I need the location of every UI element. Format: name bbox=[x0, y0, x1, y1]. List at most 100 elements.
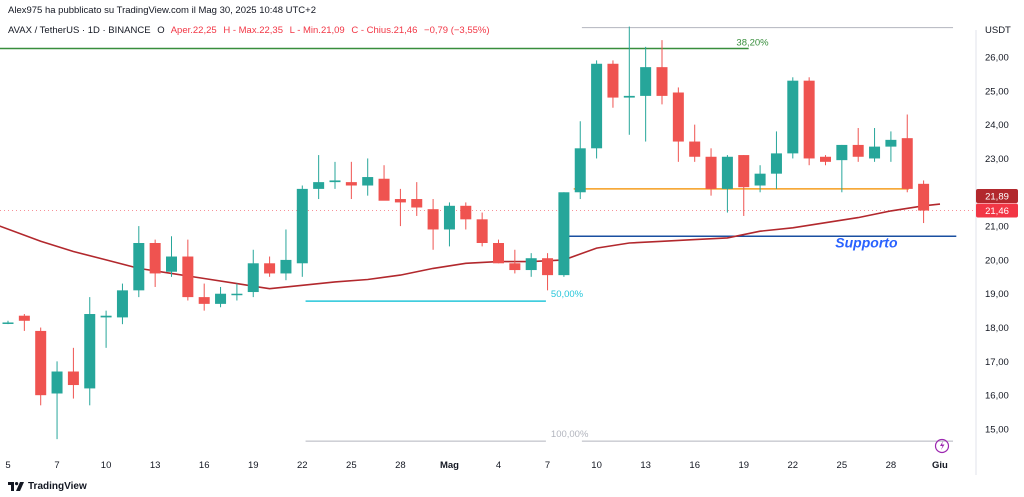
y-tick-label: 23,00 bbox=[985, 154, 1009, 165]
candle-body bbox=[100, 315, 112, 318]
symbol-label[interactable]: AVAX / TetherUS · 1D · BINANCE bbox=[8, 25, 151, 36]
candle-down bbox=[705, 148, 717, 196]
price-label-text: 21,89 bbox=[985, 191, 1009, 202]
candle-down bbox=[378, 165, 390, 201]
x-tick-label: 22 bbox=[297, 460, 308, 471]
candle-body bbox=[689, 141, 701, 157]
candle-body bbox=[640, 67, 652, 96]
candle-down bbox=[672, 87, 684, 162]
candle-body bbox=[427, 209, 439, 230]
close-value: C - Chius.21,46 bbox=[351, 25, 418, 36]
candle-body bbox=[770, 153, 782, 174]
candle-down bbox=[820, 155, 831, 166]
y-tick-label: 17,00 bbox=[985, 357, 1009, 368]
candle-down bbox=[345, 161, 357, 200]
candle-up bbox=[231, 283, 243, 301]
y-tick-label: 19,00 bbox=[985, 289, 1009, 300]
y-tick-label: 26,00 bbox=[985, 53, 1009, 64]
fib-50-label: 50,00% bbox=[551, 289, 584, 300]
x-tick-label: 28 bbox=[886, 460, 897, 471]
candle-up bbox=[296, 185, 308, 277]
candle-down bbox=[852, 128, 864, 162]
candle-body bbox=[443, 205, 455, 230]
candle-body bbox=[264, 263, 276, 274]
x-tick-label: 13 bbox=[150, 460, 161, 471]
candle-body bbox=[18, 315, 30, 321]
candle-up bbox=[51, 361, 63, 440]
candle-body bbox=[787, 80, 799, 154]
candle-body bbox=[362, 177, 374, 186]
candle-up bbox=[329, 161, 341, 189]
candle-down bbox=[460, 202, 472, 230]
candle-up bbox=[443, 202, 455, 247]
candle-body bbox=[133, 243, 145, 291]
candle-down bbox=[149, 239, 161, 287]
candle-body bbox=[2, 322, 14, 324]
candle-up bbox=[623, 26, 635, 135]
candle-body bbox=[738, 155, 750, 188]
candle-down bbox=[476, 212, 488, 247]
candle-down bbox=[509, 249, 521, 274]
candle-body bbox=[67, 371, 79, 386]
candle-down bbox=[738, 155, 750, 216]
x-tick-label: 4 bbox=[496, 460, 501, 471]
candle-body bbox=[378, 178, 390, 201]
candle-body bbox=[329, 180, 341, 183]
candle-body bbox=[394, 199, 406, 203]
candle-up bbox=[313, 155, 325, 200]
candle-up bbox=[591, 60, 603, 159]
lightning-icon-ring bbox=[934, 438, 950, 454]
candle-body bbox=[198, 297, 210, 304]
tradingview-logo-icon bbox=[8, 481, 24, 491]
candle-body bbox=[51, 371, 63, 394]
x-tick-label: 28 bbox=[395, 460, 406, 471]
y-tick-label: 21,00 bbox=[985, 222, 1009, 233]
candle-body bbox=[803, 80, 815, 159]
candle-body bbox=[313, 182, 325, 189]
y-tick-label: 15,00 bbox=[985, 425, 1009, 436]
y-axis-unit-label: USDT bbox=[985, 25, 1011, 36]
candle-up bbox=[362, 158, 374, 196]
supporto-annotation: Supporto bbox=[835, 234, 898, 250]
fib-38-label: 38,20% bbox=[736, 38, 769, 49]
candle-up bbox=[770, 131, 782, 189]
candle-up bbox=[869, 128, 881, 162]
candle-body bbox=[591, 63, 603, 149]
x-tick-label: 5 bbox=[5, 460, 10, 471]
candle-body bbox=[84, 314, 96, 389]
candle-body bbox=[542, 258, 554, 276]
candle-up bbox=[84, 297, 96, 406]
x-tick-label: Mag bbox=[440, 460, 459, 471]
high-value: H - Max.22,35 bbox=[223, 25, 283, 36]
x-tick-label: 10 bbox=[101, 460, 112, 471]
price-label-text: 21,46 bbox=[985, 206, 1009, 217]
candle-body bbox=[509, 263, 521, 271]
symbol-ohlc-legend: AVAX / TetherUS · 1D · BINANCE O Aper.22… bbox=[8, 25, 494, 36]
candle-up bbox=[754, 165, 766, 193]
candle-down bbox=[542, 253, 554, 291]
candle-body bbox=[247, 263, 259, 293]
candle-body bbox=[166, 256, 177, 272]
x-tick-label: 7 bbox=[545, 460, 550, 471]
candle-up bbox=[885, 131, 897, 162]
y-tick-label: 20,00 bbox=[985, 255, 1009, 266]
candle-body bbox=[493, 243, 504, 264]
candle-down bbox=[182, 239, 194, 301]
x-tick-label: 19 bbox=[738, 460, 749, 471]
candle-body bbox=[623, 95, 635, 98]
brand-name: TradingView bbox=[28, 481, 87, 492]
candle-up bbox=[640, 46, 652, 142]
y-tick-label: 18,00 bbox=[985, 323, 1009, 334]
lightning-icon bbox=[934, 438, 950, 454]
candle-body bbox=[820, 156, 831, 162]
candle-body bbox=[901, 138, 913, 189]
open-value: Aper.22,25 bbox=[170, 25, 217, 36]
candle-up bbox=[836, 144, 848, 193]
x-tick-label: 16 bbox=[199, 460, 210, 471]
candle-up bbox=[116, 283, 128, 325]
candle-up bbox=[215, 286, 227, 308]
candle-body bbox=[231, 293, 243, 296]
candle-body bbox=[215, 293, 227, 304]
candle-down bbox=[394, 188, 406, 227]
